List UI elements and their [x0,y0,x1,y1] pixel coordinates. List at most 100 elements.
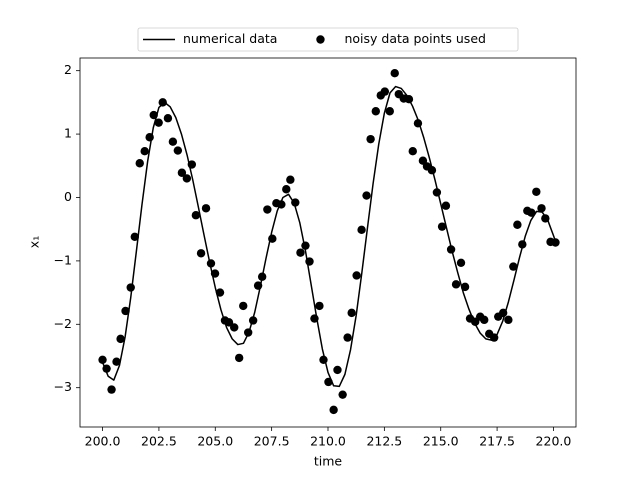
x-tick-label: 217.5 [479,434,515,449]
data-point [518,240,527,249]
data-point [551,238,560,247]
data-point [248,316,258,325]
data-point [130,232,139,241]
data-point [441,201,451,210]
data-point [301,241,310,250]
y-tick-label: 0 [64,189,72,204]
data-point [390,69,399,78]
y-axis-label: x₁ [27,236,42,248]
x-tick-label: 215.0 [423,434,459,449]
data-point [380,87,390,96]
data-point [253,281,263,290]
x-tick-label: 207.5 [254,434,290,449]
data-point [177,168,187,177]
data-point [343,333,352,342]
y-tick-label: −2 [54,316,72,331]
legend-marker [316,35,325,44]
data-point [437,222,447,231]
data-point [154,118,163,127]
data-point [489,333,499,342]
x-tick-label: 210.0 [310,434,346,449]
data-point [366,134,375,144]
data-point [371,107,380,116]
data-point [187,160,197,169]
data-point [158,98,167,107]
data-point [282,185,291,194]
data-point [532,187,541,196]
data-point [305,257,314,266]
y-tick-label: −1 [54,252,72,267]
x-axis-label: time [314,454,343,469]
data-point [257,272,267,281]
data-point [456,258,466,267]
data-point [234,353,244,363]
x-tick-label: 212.5 [366,434,402,449]
data-point [509,262,518,271]
data-point [480,315,489,325]
data-point [173,146,183,155]
data-point [338,390,347,399]
data-point [201,204,211,213]
data-point [446,245,456,254]
data-point [296,248,305,257]
data-point [385,107,394,116]
data-point [329,405,338,415]
data-point [163,114,173,123]
data-point [513,220,522,229]
data-point [291,198,300,207]
data-point [206,259,216,268]
data-point [239,301,248,311]
data-point [145,133,154,142]
data-point [404,95,414,104]
plot-frame [79,57,577,428]
data-point [210,269,220,278]
data-point [432,188,442,197]
data-point [215,288,225,297]
data-point [504,315,513,325]
data-point [286,175,295,184]
data-point [352,271,361,280]
data-point [333,365,342,375]
data-point [98,355,107,364]
y-tick-label: −3 [54,379,72,394]
legend: numerical data noisy data points used [137,27,519,52]
legend-frame [137,27,519,52]
data-point [196,249,206,258]
x-tick-label: 220.0 [536,434,572,449]
data-point [451,280,461,289]
y-tick-label: 1 [64,126,72,141]
data-point [102,364,111,373]
data-point [541,214,550,223]
data-point [135,159,144,168]
data-point [126,283,135,292]
data-point [168,137,178,146]
legend-label: numerical data [183,31,277,46]
data-point [243,328,253,337]
x-tick-label: 200.0 [85,434,121,449]
data-point [112,357,121,366]
y-tick-label: 2 [64,62,72,77]
data-point [362,191,371,200]
data-point [319,355,328,364]
data-point [191,211,201,220]
data-point [537,204,546,213]
data-point [413,119,423,128]
data-point [121,306,130,316]
data-point [263,205,272,214]
x-tick-label: 205.0 [197,434,233,449]
data-point [140,147,149,156]
data-point [230,323,239,332]
data-point [107,385,116,394]
data-point [116,334,125,344]
data-point [527,208,536,217]
data-point [347,308,356,318]
data-point [310,314,319,323]
data-point [427,166,437,175]
x-tick-label: 202.5 [141,434,177,449]
data-point [268,234,277,243]
data-point [460,282,470,292]
data-point [277,200,286,209]
data-point [315,301,324,311]
legend-label: noisy data points used [344,31,485,46]
